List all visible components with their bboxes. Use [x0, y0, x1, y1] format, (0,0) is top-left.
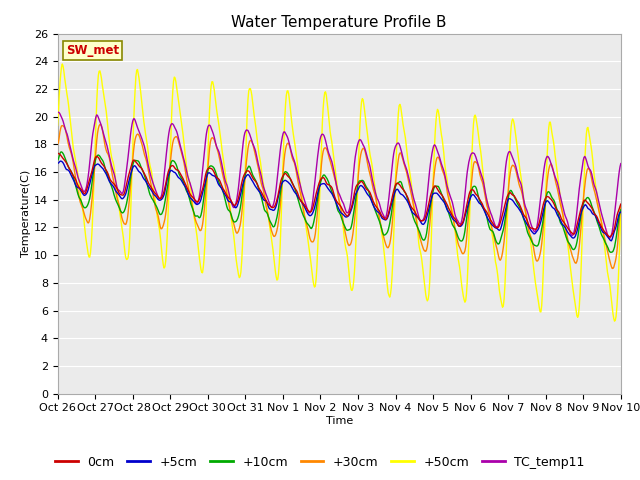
- X-axis label: Time: Time: [326, 416, 353, 426]
- Text: SW_met: SW_met: [66, 44, 119, 58]
- Title: Water Temperature Profile B: Water Temperature Profile B: [232, 15, 447, 30]
- Legend: 0cm, +5cm, +10cm, +30cm, +50cm, TC_temp11: 0cm, +5cm, +10cm, +30cm, +50cm, TC_temp1…: [50, 451, 590, 474]
- Y-axis label: Temperature(C): Temperature(C): [21, 170, 31, 257]
